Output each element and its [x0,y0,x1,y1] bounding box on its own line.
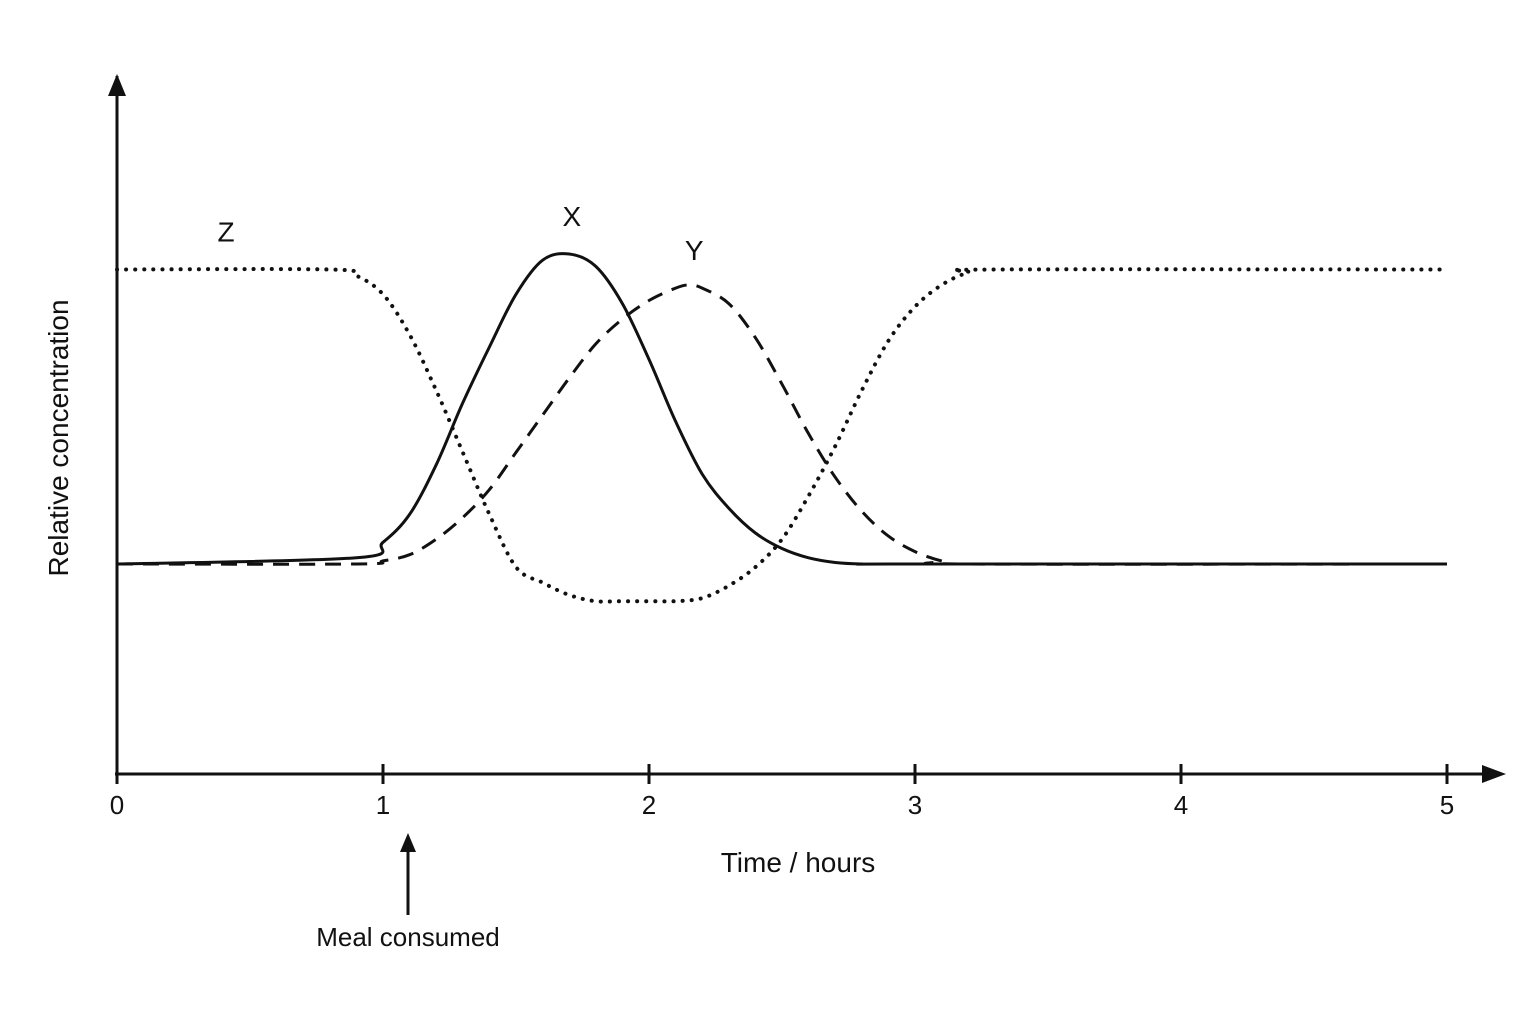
series-group [115,252,1449,604]
x-tick-label-1: 1 [376,790,390,820]
x-axis-arrowhead [1482,765,1506,783]
x-tick-label-3: 3 [908,790,922,820]
x-axis-title: Time / hours [721,847,876,878]
x-tick-label-0: 0 [110,790,124,820]
x-tick-label-5: 5 [1440,790,1454,820]
x-tick-label-4: 4 [1174,790,1188,820]
y-axis-title: Relative concentration [43,299,74,576]
meal-consumed-label: Meal consumed [316,922,500,952]
series-labels: X Y Z [217,201,703,266]
series-line-x [116,252,1447,566]
series-line-y [116,283,1448,566]
series-line-z [115,267,1449,604]
x-ticks: 0 1 2 3 4 5 [110,764,1454,820]
series-label-z: Z [217,217,234,248]
x-tick-label-2: 2 [642,790,656,820]
series-label-x: X [562,201,581,232]
meal-arrow-head [400,833,416,852]
series-label-y: Y [685,235,704,266]
y-axis-arrowhead [108,74,126,96]
